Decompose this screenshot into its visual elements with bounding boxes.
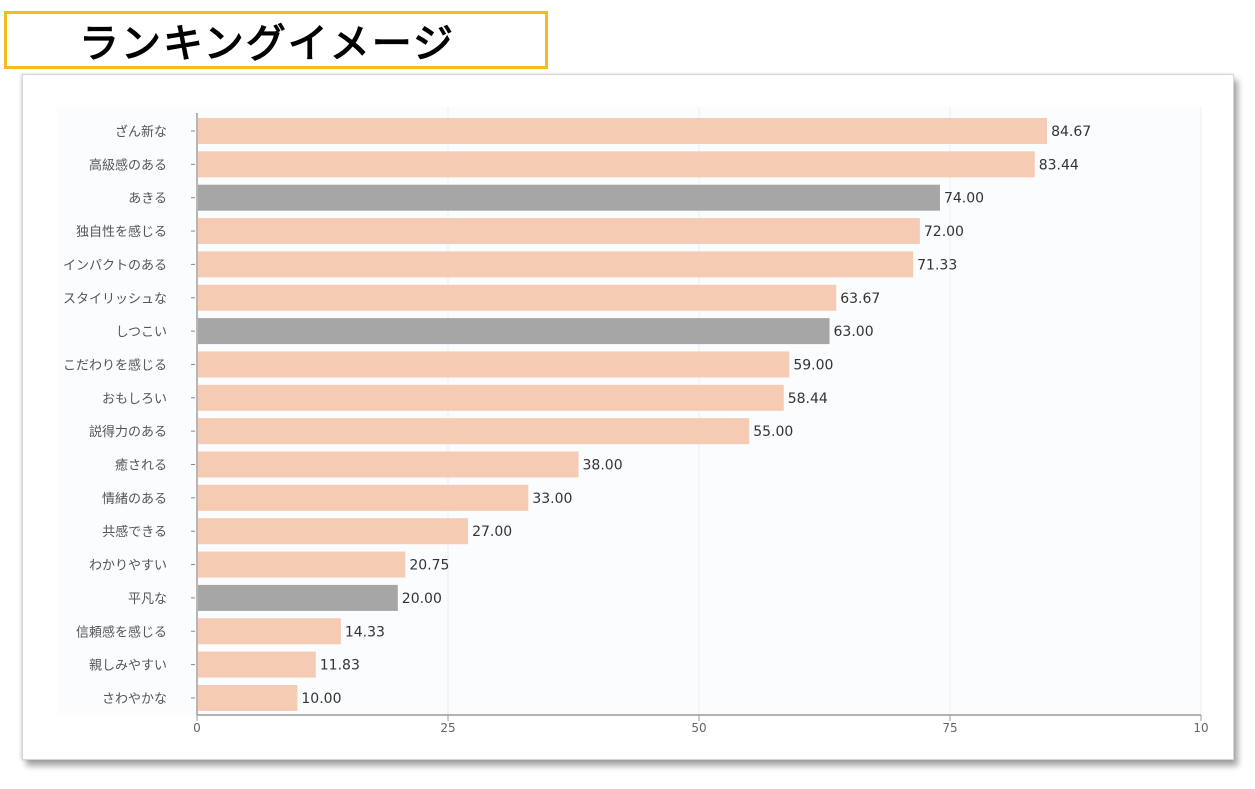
value-label: 63.67 <box>840 291 880 307</box>
x-tick-label: 75 <box>942 721 957 735</box>
value-label: 83.44 <box>1039 157 1079 173</box>
category-label: さわやかな <box>102 692 167 707</box>
value-label: 14.33 <box>345 624 385 640</box>
title-box: ランキングイメージ <box>4 11 548 69</box>
bar <box>198 584 398 611</box>
value-label: 38.00 <box>583 458 623 474</box>
value-label: 59.00 <box>793 357 833 373</box>
bar <box>198 318 830 345</box>
bar <box>198 218 920 245</box>
bar <box>198 651 316 678</box>
category-label: 共感できる <box>102 524 167 540</box>
category-label: わかりやすい <box>89 559 167 574</box>
value-label: 27.00 <box>472 524 512 540</box>
category-label: 癒される <box>115 458 167 474</box>
value-label: 71.33 <box>917 257 957 273</box>
category-label: 高級感のある <box>89 157 167 173</box>
bar <box>198 384 784 411</box>
value-label: 33.00 <box>532 491 572 507</box>
value-label: 74.00 <box>944 191 984 207</box>
category-label: おもしろい <box>102 392 167 407</box>
value-label: 58.44 <box>788 391 828 407</box>
bar <box>198 684 298 711</box>
category-label: 平凡な <box>128 592 167 607</box>
value-label: 20.75 <box>409 558 449 574</box>
bar <box>198 184 940 211</box>
x-tick-label: 0 <box>193 721 201 735</box>
x-tick-label: 25 <box>440 721 455 735</box>
category-label: 情緒のある <box>102 492 167 507</box>
category-label: ざん新な <box>115 124 167 140</box>
category-label: 説得力のある <box>89 424 167 440</box>
category-label: スタイリッシュな <box>63 292 167 307</box>
bar <box>198 251 914 278</box>
bar <box>198 518 469 545</box>
bar <box>198 484 529 511</box>
value-label: 72.00 <box>924 224 964 240</box>
x-tick-label: 50 <box>691 721 706 735</box>
bar <box>198 118 1048 144</box>
category-label: 信頼感を感じる <box>76 624 167 640</box>
bar <box>198 151 1035 178</box>
value-label: 63.00 <box>834 324 874 340</box>
category-label: 親しみやすい <box>89 659 167 674</box>
category-label: こだわりを感じる <box>63 357 167 373</box>
value-label: 55.00 <box>753 424 793 440</box>
bar <box>198 284 837 311</box>
chart-card: ざん新な高級感のあるあきる独自性を感じるインパクトのある スタイリッシュなしつこい… <box>22 74 1234 760</box>
bar <box>198 618 341 645</box>
value-label: 10.00 <box>301 691 341 707</box>
page-title: ランキングイメージ <box>79 21 455 67</box>
category-label: しつこい <box>116 325 167 340</box>
ranking-bar-chart: ざん新な高級感のあるあきる独自性を感じるインパクトのあるスタイリッシュなしつこい… <box>57 107 1209 735</box>
bar <box>198 451 579 478</box>
category-label: 独自性を感じる <box>76 224 167 240</box>
bar <box>198 351 790 378</box>
category-label: インパクトのある <box>63 258 167 273</box>
category-label: あきる <box>128 192 167 207</box>
value-label: 20.00 <box>402 591 442 607</box>
value-label: 11.83 <box>320 658 360 674</box>
value-label: 84.67 <box>1051 124 1091 140</box>
bar <box>198 418 750 445</box>
bar <box>198 551 406 578</box>
x-tick-label: 10 <box>1193 721 1208 735</box>
